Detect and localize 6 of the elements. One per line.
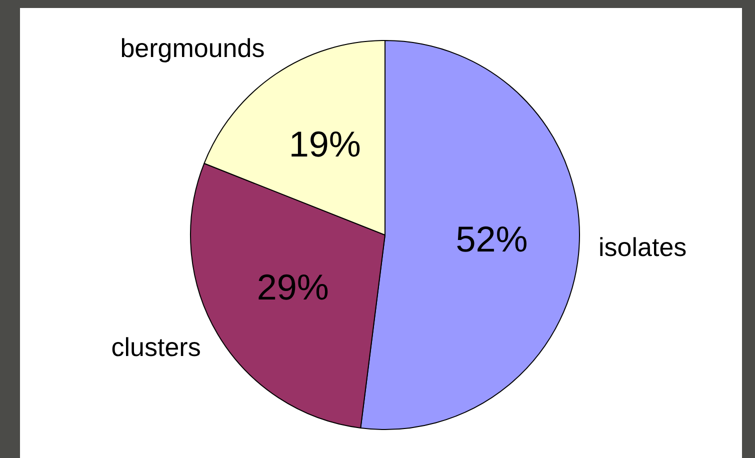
slice-label: clusters xyxy=(111,332,201,362)
data-label: 29% xyxy=(256,266,329,308)
slice-label: isolates xyxy=(598,232,687,262)
data-label: 52% xyxy=(456,218,528,260)
slice-label: bergmounds xyxy=(120,33,265,64)
data-label: 19% xyxy=(288,123,361,164)
